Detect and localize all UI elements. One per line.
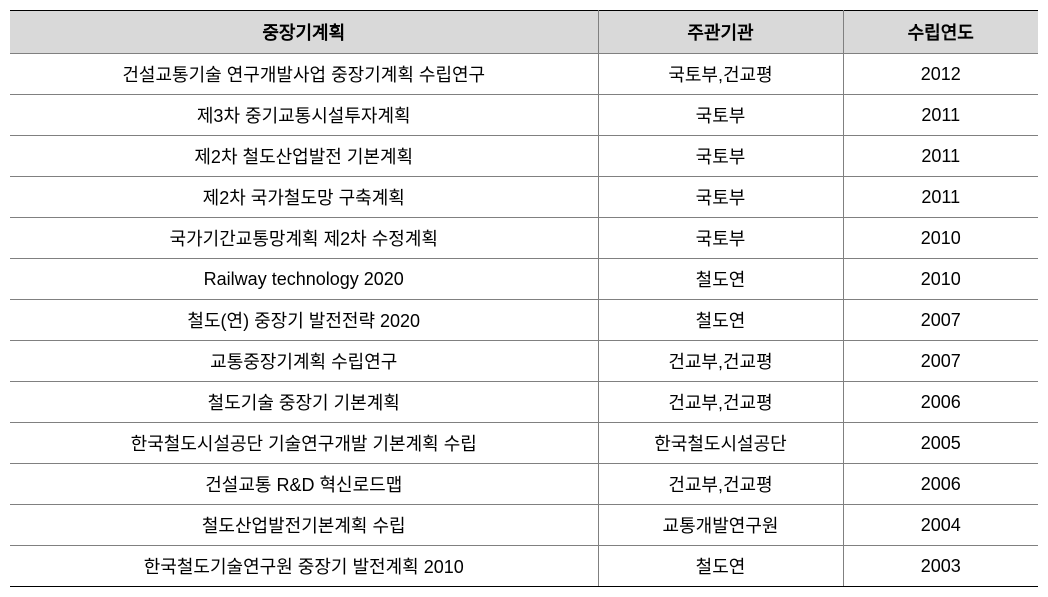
cell-org: 건교부,건교평 bbox=[598, 464, 843, 505]
cell-plan: 제2차 국가철도망 구축계획 bbox=[10, 177, 598, 218]
cell-org: 교통개발연구원 bbox=[598, 505, 843, 546]
cell-plan: 제3차 중기교통시설투자계획 bbox=[10, 95, 598, 136]
cell-year: 2006 bbox=[843, 382, 1038, 423]
cell-year: 2007 bbox=[843, 341, 1038, 382]
cell-org: 철도연 bbox=[598, 546, 843, 587]
table-row: 건설교통 R&D 혁신로드맵 건교부,건교평 2006 bbox=[10, 464, 1038, 505]
table-row: 제2차 국가철도망 구축계획 국토부 2011 bbox=[10, 177, 1038, 218]
cell-plan: Railway technology 2020 bbox=[10, 259, 598, 300]
cell-year: 2010 bbox=[843, 259, 1038, 300]
column-header-org: 주관기관 bbox=[598, 11, 843, 54]
table-row: 철도(연) 중장기 발전전략 2020 철도연 2007 bbox=[10, 300, 1038, 341]
table-row: Railway technology 2020 철도연 2010 bbox=[10, 259, 1038, 300]
cell-year: 2003 bbox=[843, 546, 1038, 587]
table-row: 제3차 중기교통시설투자계획 국토부 2011 bbox=[10, 95, 1038, 136]
cell-year: 2007 bbox=[843, 300, 1038, 341]
table-row: 제2차 철도산업발전 기본계획 국토부 2011 bbox=[10, 136, 1038, 177]
cell-plan: 철도기술 중장기 기본계획 bbox=[10, 382, 598, 423]
cell-org: 국토부 bbox=[598, 136, 843, 177]
table-row: 한국철도시설공단 기술연구개발 기본계획 수립 한국철도시설공단 2005 bbox=[10, 423, 1038, 464]
cell-year: 2012 bbox=[843, 54, 1038, 95]
cell-org: 국토부 bbox=[598, 95, 843, 136]
cell-org: 철도연 bbox=[598, 259, 843, 300]
cell-org: 건교부,건교평 bbox=[598, 341, 843, 382]
table-row: 국가기간교통망계획 제2차 수정계획 국토부 2010 bbox=[10, 218, 1038, 259]
table-header-row: 중장기계획 주관기관 수립연도 bbox=[10, 11, 1038, 54]
cell-plan: 철도산업발전기본계획 수립 bbox=[10, 505, 598, 546]
cell-year: 2010 bbox=[843, 218, 1038, 259]
table-body: 건설교통기술 연구개발사업 중장기계획 수립연구 국토부,건교평 2012 제3… bbox=[10, 54, 1038, 587]
table-row: 철도기술 중장기 기본계획 건교부,건교평 2006 bbox=[10, 382, 1038, 423]
cell-year: 2005 bbox=[843, 423, 1038, 464]
cell-plan: 건설교통 R&D 혁신로드맵 bbox=[10, 464, 598, 505]
cell-year: 2004 bbox=[843, 505, 1038, 546]
cell-org: 건교부,건교평 bbox=[598, 382, 843, 423]
cell-year: 2011 bbox=[843, 136, 1038, 177]
table-row: 한국철도기술연구원 중장기 발전계획 2010 철도연 2003 bbox=[10, 546, 1038, 587]
cell-plan: 건설교통기술 연구개발사업 중장기계획 수립연구 bbox=[10, 54, 598, 95]
column-header-year: 수립연도 bbox=[843, 11, 1038, 54]
cell-plan: 국가기간교통망계획 제2차 수정계획 bbox=[10, 218, 598, 259]
cell-year: 2006 bbox=[843, 464, 1038, 505]
cell-plan: 철도(연) 중장기 발전전략 2020 bbox=[10, 300, 598, 341]
cell-org: 국토부,건교평 bbox=[598, 54, 843, 95]
cell-plan: 한국철도시설공단 기술연구개발 기본계획 수립 bbox=[10, 423, 598, 464]
cell-plan: 교통중장기계획 수립연구 bbox=[10, 341, 598, 382]
cell-year: 2011 bbox=[843, 177, 1038, 218]
cell-plan: 제2차 철도산업발전 기본계획 bbox=[10, 136, 598, 177]
column-header-plan: 중장기계획 bbox=[10, 11, 598, 54]
table-row: 건설교통기술 연구개발사업 중장기계획 수립연구 국토부,건교평 2012 bbox=[10, 54, 1038, 95]
cell-org: 철도연 bbox=[598, 300, 843, 341]
table-row: 철도산업발전기본계획 수립 교통개발연구원 2004 bbox=[10, 505, 1038, 546]
cell-year: 2011 bbox=[843, 95, 1038, 136]
cell-org: 한국철도시설공단 bbox=[598, 423, 843, 464]
plans-table: 중장기계획 주관기관 수립연도 건설교통기술 연구개발사업 중장기계획 수립연구… bbox=[10, 10, 1038, 587]
table-row: 교통중장기계획 수립연구 건교부,건교평 2007 bbox=[10, 341, 1038, 382]
cell-org: 국토부 bbox=[598, 177, 843, 218]
cell-org: 국토부 bbox=[598, 218, 843, 259]
cell-plan: 한국철도기술연구원 중장기 발전계획 2010 bbox=[10, 546, 598, 587]
